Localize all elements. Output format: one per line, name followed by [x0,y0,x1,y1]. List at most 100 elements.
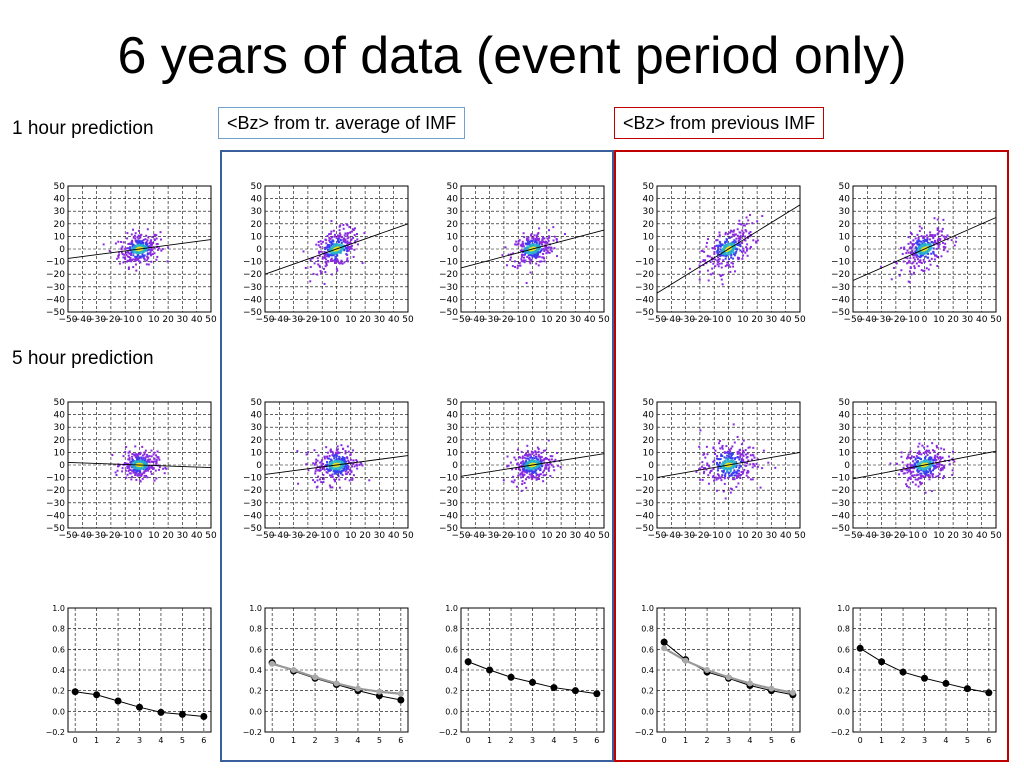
y-tick-label: 20 [839,220,851,230]
data-point [126,467,129,470]
data-point [725,255,728,258]
row-label-1h: 1 hour prediction [12,118,154,139]
data-point [127,251,130,254]
data-point [120,251,123,254]
data-point [124,469,127,472]
data-point [340,262,343,265]
data-point [144,458,147,461]
data-point [312,272,315,275]
data-point [952,459,955,462]
data-point [714,258,717,261]
y-tick-label: −20 [439,486,458,496]
data-point [732,265,735,268]
data-point [548,236,551,239]
y-tick-label: 0 [256,245,262,255]
data-point [318,465,321,468]
data-point [354,227,357,230]
data-point [547,468,550,471]
data-point [125,253,128,256]
y-tick-label: 20 [447,220,459,230]
data-point [135,469,138,472]
data-point [156,255,159,258]
data-point [349,453,352,456]
y-tick-label: 50 [839,398,851,408]
y-tick-label: 40 [839,411,851,421]
series-point [942,679,950,687]
data-point [937,456,940,459]
data-point [338,236,341,239]
data-point [151,467,154,470]
data-point [153,479,156,482]
data-point [737,258,740,261]
data-point [340,259,343,262]
data-point [954,240,957,243]
data-point [729,265,732,268]
x-tick-label: −40 [662,531,681,541]
data-point [102,243,105,246]
data-point [336,238,339,241]
data-point [559,466,562,469]
x-tick-label: 0 [858,736,863,745]
data-point [526,444,529,447]
data-point [328,469,331,472]
data-point [361,464,364,467]
data-point [321,257,324,260]
data-point [533,254,536,257]
x-tick-label: 3 [726,736,731,745]
data-point [530,476,533,479]
data-point [542,240,545,243]
data-point [720,475,723,478]
x-tick-label: 1 [94,736,99,745]
data-point [341,456,344,459]
data-point [919,472,922,475]
data-point [139,471,142,474]
data-point [547,239,550,242]
data-point [900,246,903,249]
x-tick-label: −20 [101,315,120,325]
data-point [747,459,750,462]
data-point [151,460,154,463]
data-point [713,252,716,255]
data-point [917,245,920,248]
x-tick-label: 20 [359,315,371,325]
data-point [332,229,335,232]
data-point [324,265,327,268]
data-point [924,455,927,458]
data-point [913,462,916,465]
data-point [917,255,920,258]
data-point [913,265,916,268]
data-point [148,252,151,255]
data-point [130,251,133,254]
series-point [486,666,494,674]
data-point [919,243,922,246]
x-tick-label: −20 [886,315,905,325]
data-point [907,251,910,254]
x-tick-label: 0 [466,736,471,745]
data-point [314,462,317,465]
data-point [136,474,139,477]
x-tick-label: 50 [205,531,217,541]
series-point [529,678,536,686]
data-point [127,465,130,468]
data-point [742,458,745,461]
data-point [740,460,743,463]
data-point [905,252,908,255]
data-point [706,238,709,241]
data-point [526,457,529,460]
y-tick-label: 0.8 [249,625,262,634]
data-point [919,481,922,484]
data-point [942,249,945,252]
data-point [522,232,525,235]
data-point [732,471,735,474]
x-tick-label: −50 [648,315,667,325]
data-point [127,451,130,454]
x-tick-label: −50 [648,531,667,541]
data-point [146,243,149,246]
data-point [738,219,741,222]
data-point [329,460,332,463]
data-point [543,457,546,460]
data-point [135,257,138,260]
data-point [924,450,927,453]
x-tick-label: 50 [794,531,806,541]
